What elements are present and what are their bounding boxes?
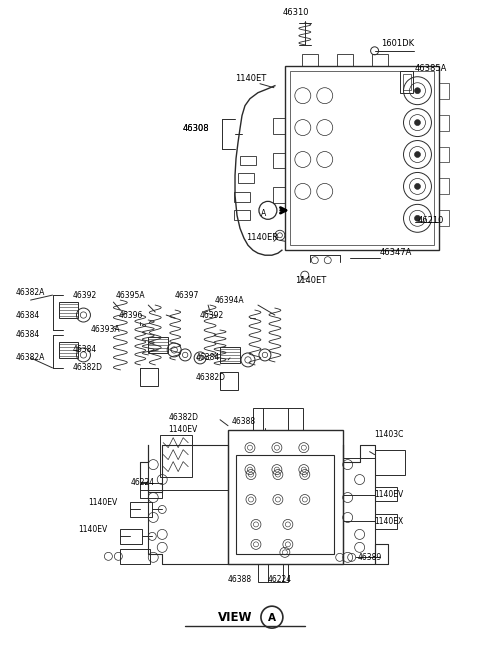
Bar xyxy=(374,449,405,474)
Bar xyxy=(439,178,449,194)
Text: 46224: 46224 xyxy=(268,575,292,584)
Text: A: A xyxy=(268,613,276,623)
Bar xyxy=(253,408,303,430)
Text: 46392: 46392 xyxy=(200,310,224,319)
Text: 46395A: 46395A xyxy=(115,291,145,300)
Bar xyxy=(59,302,78,318)
Bar xyxy=(120,549,150,564)
Bar xyxy=(120,529,142,544)
Text: 46388: 46388 xyxy=(228,575,252,584)
Bar xyxy=(130,502,152,518)
Bar xyxy=(234,192,250,202)
Bar xyxy=(258,564,288,583)
Bar xyxy=(374,514,396,529)
Bar xyxy=(439,115,449,131)
Text: 46210: 46210 xyxy=(418,216,444,225)
Text: 46384: 46384 xyxy=(72,346,97,354)
Text: 1140ER: 1140ER xyxy=(246,233,278,242)
Text: 46394A: 46394A xyxy=(215,296,245,304)
Text: 46396: 46396 xyxy=(119,310,143,319)
Bar xyxy=(273,188,285,203)
Bar xyxy=(220,347,240,363)
Bar xyxy=(372,54,387,66)
Bar xyxy=(240,155,256,165)
Bar xyxy=(439,83,449,98)
Text: 1140EV: 1140EV xyxy=(374,490,404,499)
Bar xyxy=(148,337,168,353)
Text: 46308: 46308 xyxy=(182,124,209,133)
Text: 1140ET: 1140ET xyxy=(295,276,326,285)
Circle shape xyxy=(415,184,420,190)
Text: 1140EV: 1140EV xyxy=(78,525,108,534)
Text: 46392: 46392 xyxy=(72,291,97,300)
Bar xyxy=(160,435,192,476)
Text: 46224: 46224 xyxy=(130,478,155,487)
Text: 46347A: 46347A xyxy=(380,248,412,256)
Bar xyxy=(403,73,410,90)
Circle shape xyxy=(415,152,420,157)
Text: 1140EV: 1140EV xyxy=(88,498,118,507)
Text: 46310: 46310 xyxy=(283,9,309,18)
Text: 46389: 46389 xyxy=(358,553,382,562)
Circle shape xyxy=(415,215,420,221)
Text: VIEW: VIEW xyxy=(218,611,252,624)
Text: 46382D: 46382D xyxy=(195,373,225,382)
Text: 11403C: 11403C xyxy=(374,430,404,439)
Bar xyxy=(140,368,158,386)
Text: 46397: 46397 xyxy=(174,291,199,300)
Text: 1140EV: 1140EV xyxy=(168,425,197,434)
Text: 46308: 46308 xyxy=(182,124,209,133)
Bar xyxy=(236,455,334,554)
Bar xyxy=(140,483,162,497)
Text: 46382D: 46382D xyxy=(72,363,103,373)
Circle shape xyxy=(415,88,420,94)
Bar xyxy=(234,211,250,220)
Bar xyxy=(439,211,449,226)
Bar xyxy=(439,146,449,163)
Text: 46393A: 46393A xyxy=(90,325,120,335)
Bar xyxy=(290,71,434,245)
Bar xyxy=(220,372,238,390)
Text: 46384: 46384 xyxy=(195,354,219,362)
Text: 1140ET: 1140ET xyxy=(235,74,266,83)
Bar xyxy=(399,71,413,92)
Text: 46382A: 46382A xyxy=(16,287,45,297)
Text: 46384: 46384 xyxy=(16,310,40,319)
Bar xyxy=(228,430,343,564)
Bar xyxy=(59,342,78,358)
Bar xyxy=(273,152,285,169)
Text: 1140EX: 1140EX xyxy=(374,517,404,526)
Text: A: A xyxy=(261,209,266,218)
Text: 46382A: 46382A xyxy=(16,354,45,362)
Text: 46388: 46388 xyxy=(232,417,256,426)
Bar xyxy=(238,173,254,184)
Bar xyxy=(374,487,396,501)
Bar xyxy=(336,54,353,66)
Text: 46384: 46384 xyxy=(16,331,40,339)
Bar xyxy=(302,54,318,66)
Text: 46385A: 46385A xyxy=(415,64,447,73)
Bar xyxy=(285,66,439,250)
Bar xyxy=(273,117,285,134)
Circle shape xyxy=(415,119,420,125)
Text: 46382D: 46382D xyxy=(168,413,198,422)
Text: 1601DK: 1601DK xyxy=(382,39,415,49)
